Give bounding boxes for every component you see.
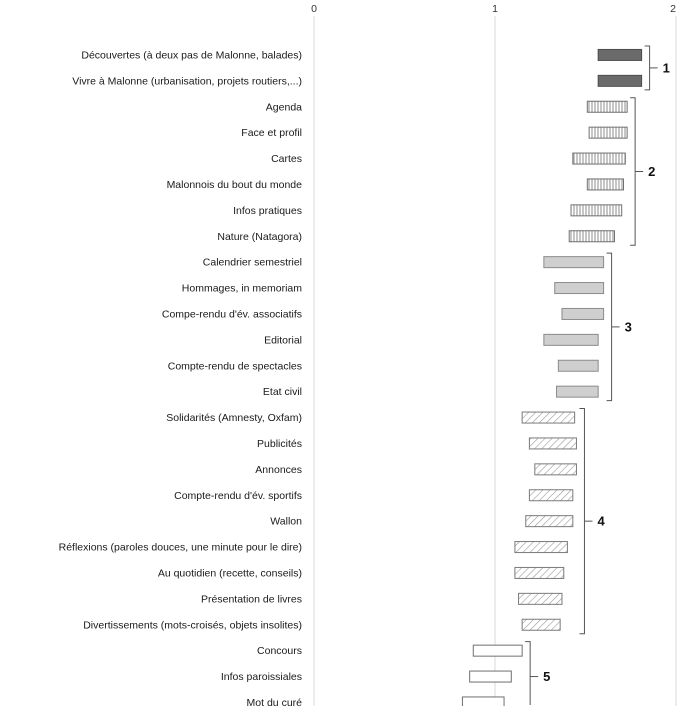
category-label: Solidarités (Amnesty, Oxfam) xyxy=(166,412,302,424)
category-label: Découvertes (à deux pas de Malonne, bala… xyxy=(81,49,302,61)
range-bar xyxy=(543,256,605,269)
category-label: Infos paroissiales xyxy=(221,671,302,683)
category-label: Compte-rendu de spectacles xyxy=(168,360,302,372)
range-bar xyxy=(528,437,577,450)
range-bar xyxy=(570,204,623,217)
range-bar xyxy=(521,411,576,424)
group-bracket xyxy=(606,252,613,402)
range-bar xyxy=(543,333,599,346)
range-bar xyxy=(534,463,577,476)
range-bar xyxy=(597,74,643,87)
category-label: Présentation de livres xyxy=(201,593,302,605)
x-tick-label: 2 xyxy=(670,3,676,15)
category-label: Concours xyxy=(257,645,302,657)
range-bar xyxy=(518,592,563,605)
group-label: 2 xyxy=(648,164,655,179)
category-label: Mot du curé xyxy=(247,697,303,706)
range-bar xyxy=(525,515,574,528)
range-bar xyxy=(469,670,512,683)
category-label: Réflexions (paroles douces, une minute p… xyxy=(59,542,302,554)
range-bar xyxy=(586,178,625,191)
category-label: Face et profil xyxy=(241,127,302,139)
x-tick-label: 1 xyxy=(492,3,498,15)
range-bar xyxy=(568,230,615,243)
category-label: Publicités xyxy=(257,438,302,450)
x-tick-label: 0 xyxy=(311,3,317,15)
range-bar xyxy=(588,126,628,139)
range-bar xyxy=(514,566,565,579)
category-label: Cartes xyxy=(271,153,302,165)
range-bar xyxy=(521,618,561,631)
group-bracket xyxy=(579,408,585,635)
category-label: Nature (Natagora) xyxy=(217,231,302,243)
group-label: 4 xyxy=(597,514,605,529)
category-label: Compte-rendu d'év. sportifs xyxy=(174,490,302,502)
group-bracket xyxy=(630,97,636,246)
category-label: Wallon xyxy=(270,516,302,528)
category-label: Etat civil xyxy=(263,386,302,398)
range-bar xyxy=(528,489,574,502)
range-bar xyxy=(572,152,626,165)
range-bar xyxy=(561,307,605,320)
range-bar xyxy=(556,385,599,398)
category-label: Agenda xyxy=(266,101,302,113)
group-label: 5 xyxy=(543,669,550,684)
range-bar xyxy=(597,48,643,61)
group-bracket xyxy=(525,641,531,705)
group-label: 1 xyxy=(663,60,670,75)
group-label: 3 xyxy=(625,319,632,334)
category-label: Calendrier semestriel xyxy=(203,257,302,269)
category-label: Au quotidien (recette, conseils) xyxy=(158,567,302,579)
range-bar xyxy=(461,696,505,706)
category-label: Malonnois du bout du monde xyxy=(167,179,303,191)
range-bar xyxy=(472,644,523,657)
category-label: Compe-rendu d'év. associatifs xyxy=(162,308,302,320)
category-label: Divertissements (mots-croisés, objets in… xyxy=(83,619,302,631)
range-bar xyxy=(557,359,599,372)
range-bar xyxy=(514,541,568,554)
range-bar xyxy=(586,100,628,113)
range-bar xyxy=(554,282,605,295)
category-label: Annonces xyxy=(255,464,302,476)
category-label: Hommages, in memoriam xyxy=(182,283,302,295)
group-bracket xyxy=(644,45,651,91)
category-label: Vivre à Malonne (urbanisation, projets r… xyxy=(72,75,302,87)
category-label: Editorial xyxy=(264,334,302,346)
category-label: Infos pratiques xyxy=(233,205,302,217)
